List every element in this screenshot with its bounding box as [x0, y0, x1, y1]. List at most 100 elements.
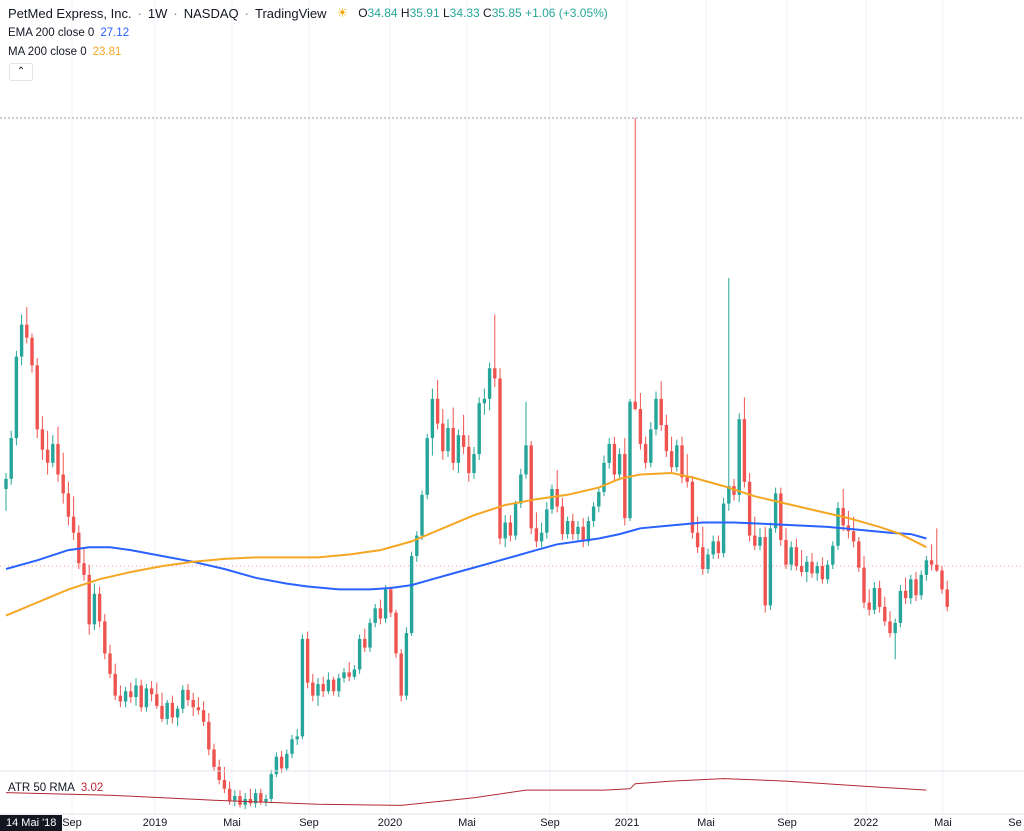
candle-body [25, 324, 29, 338]
candle-body [472, 454, 476, 474]
candle [19, 314, 24, 366]
candle-body [399, 653, 403, 696]
sun-icon: ☀ [336, 5, 349, 20]
candle [898, 585, 903, 628]
candle-body [35, 365, 39, 430]
candle-body [113, 673, 117, 696]
time-tick: Sep [777, 817, 797, 829]
candle-body [139, 685, 143, 708]
time-axis[interactable]: Sep 2019 Mai Sep 2020 Mai Sep 2021 Mai S… [0, 815, 1024, 831]
candle [97, 586, 102, 628]
candle-body [175, 708, 180, 718]
candle [581, 518, 585, 548]
candle [9, 430, 13, 485]
candle-body [451, 427, 455, 463]
grid-lines [71, 0, 944, 814]
candle [888, 611, 892, 638]
candle-body [831, 545, 835, 565]
time-tick: Sep [62, 817, 82, 829]
candle [831, 541, 835, 570]
candle-body [628, 401, 632, 519]
candle [472, 446, 476, 479]
candle [482, 388, 487, 415]
symbol-legend: PetMed Express, Inc. · 1W · NASDAQ · Tra… [8, 4, 608, 22]
candle [269, 769, 273, 802]
symbol-name[interactable]: PetMed Express, Inc. [8, 5, 132, 21]
time-tick: 2022 [853, 817, 879, 829]
ma-legend[interactable]: MA 200 close 0 23.81 [8, 43, 121, 61]
candle-body [883, 606, 887, 622]
candle-body [285, 753, 289, 769]
chevron-up-icon[interactable]: ⌃ [9, 63, 33, 81]
atr-legend[interactable]: ATR 50 RMA 3.02 [8, 779, 103, 797]
candle [903, 577, 908, 604]
candle [409, 551, 414, 636]
candle [654, 391, 658, 436]
candle-body [40, 429, 45, 450]
interval-label[interactable]: 1W [147, 5, 168, 21]
candle [383, 585, 388, 623]
candle-body [784, 539, 788, 565]
candle [191, 692, 195, 717]
candle [357, 634, 362, 674]
candle [727, 278, 731, 511]
candle-body [326, 679, 331, 692]
candle-body [269, 774, 273, 799]
candle-body [597, 491, 601, 507]
candle [784, 528, 788, 570]
candle [45, 430, 50, 475]
candle [144, 683, 149, 712]
candle [71, 496, 76, 540]
candle-body [19, 324, 24, 357]
candle [155, 682, 159, 709]
candle-body [654, 398, 658, 430]
candle-body [768, 528, 773, 606]
candle-body [82, 563, 86, 575]
candle-body [9, 438, 13, 479]
candle [212, 743, 216, 772]
candle-body [576, 526, 580, 535]
candle-body [903, 590, 908, 599]
candle [867, 589, 871, 616]
candle [836, 502, 840, 551]
candle-body [404, 633, 409, 696]
exchange-label: NASDAQ [183, 5, 239, 21]
candle [690, 475, 695, 539]
candle [747, 473, 752, 542]
candle-body [747, 481, 752, 536]
ema-legend[interactable]: EMA 200 close 0 27.12 [8, 24, 129, 42]
ema-200-line [5, 521, 927, 591]
candle-body [633, 401, 637, 409]
candle [612, 436, 617, 482]
candle [597, 487, 601, 513]
candle-body [4, 478, 8, 490]
candle-body [914, 579, 918, 596]
candle [118, 685, 123, 708]
candle-body [945, 589, 949, 607]
candle [25, 307, 29, 344]
candle-body [758, 537, 762, 546]
candle [279, 750, 284, 773]
candle-body [394, 612, 398, 654]
separator-dot: · [137, 5, 142, 21]
candle [945, 580, 949, 612]
candle-body [467, 446, 471, 474]
candle-body [893, 622, 897, 634]
candle-body [727, 486, 731, 504]
candle-body [877, 587, 882, 607]
candle [342, 667, 346, 683]
candle [35, 358, 39, 439]
candle [649, 422, 653, 468]
candle-body [919, 574, 923, 596]
candle-body [742, 419, 747, 482]
candle [872, 582, 877, 615]
candle [441, 409, 445, 460]
candle-body [815, 566, 819, 574]
candle-body [612, 443, 617, 475]
candle-body [867, 602, 871, 610]
candle-body [477, 403, 481, 455]
candle-body [872, 587, 877, 610]
separator-dot: · [173, 5, 178, 21]
candle [534, 512, 539, 548]
